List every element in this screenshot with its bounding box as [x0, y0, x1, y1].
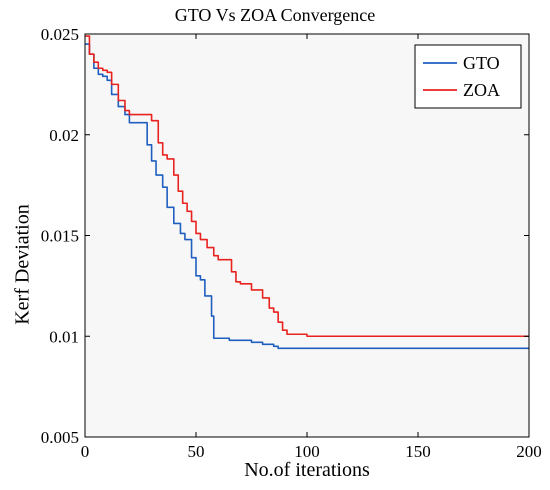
legend-label-zoa: ZOA — [463, 80, 500, 100]
legend-label-gto: GTO — [463, 53, 500, 73]
series-line-zoa — [85, 35, 529, 338]
x-axis-label: No.of iterations — [244, 459, 370, 481]
x-tick-label: 50 — [188, 442, 205, 461]
legend-box — [414, 44, 522, 109]
y-axis-label: Kerf Deviation — [11, 204, 34, 325]
chart-title: GTO Vs ZOA Convergence — [174, 5, 376, 25]
x-axis-ticks: 0 50 100 150 200 — [81, 34, 542, 461]
y-tick-label: 0.02 — [49, 126, 79, 145]
y-tick-label: 0.005 — [41, 428, 79, 447]
y-tick-label: 0.01 — [49, 327, 79, 346]
y-axis-ticks: 0.005 0.01 0.015 0.02 0.025 — [41, 25, 529, 447]
y-tick-label: 0.015 — [41, 227, 79, 246]
x-tick-label: 100 — [294, 442, 320, 461]
x-tick-label: 200 — [516, 442, 542, 461]
legend: GTO ZOA — [414, 44, 522, 109]
x-tick-label: 0 — [81, 442, 90, 461]
x-tick-label: 150 — [405, 442, 431, 461]
y-tick-label: 0.025 — [41, 25, 79, 44]
series-group — [85, 35, 529, 350]
